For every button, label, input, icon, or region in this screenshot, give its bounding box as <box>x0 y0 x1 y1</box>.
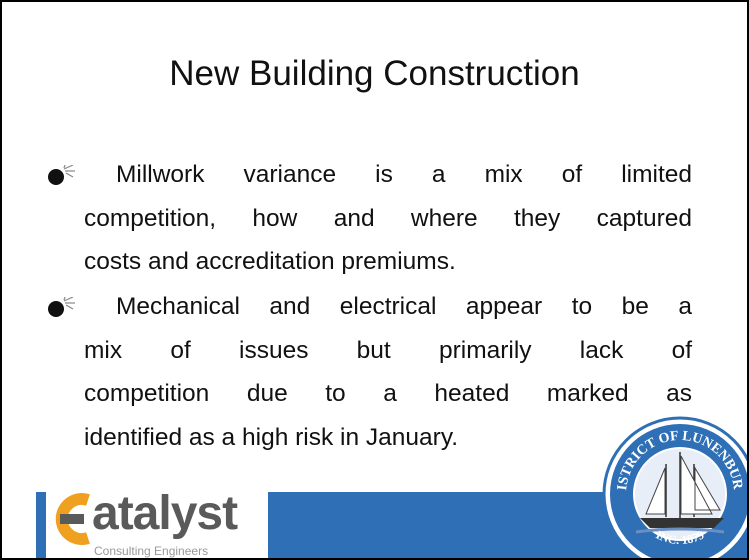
bullet: Millwork variance is a mix of limited co… <box>46 153 692 284</box>
slide: New Building Construction Millwork varia… <box>0 0 749 560</box>
page: New Building Construction Millwork varia… <box>0 0 749 560</box>
slide-title: New Building Construction <box>2 54 747 94</box>
bullet: Mechanical and electrical appear to be a… <box>46 285 692 459</box>
bullet-icon <box>46 297 76 319</box>
text-line: identified as a high risk in January. <box>46 416 692 460</box>
bullet-icon <box>46 165 76 187</box>
logo-text: atalyst <box>92 486 237 541</box>
text-line: competition due to a heated marked as <box>46 372 692 416</box>
logo-subtitle: Consulting Engineers <box>94 544 208 558</box>
text-line: Millwork variance is a mix of limited <box>46 153 692 197</box>
logo: atalyst Consulting Engineers <box>46 486 268 560</box>
text-line: competition, how and where they captured <box>46 197 692 241</box>
text-line: Mechanical and electrical appear to be a <box>46 285 692 329</box>
text-line: mix of issues but primarily lack of <box>46 329 692 373</box>
logo-icon <box>48 490 98 550</box>
seal: DISTRICT OF LUNENBURG INC. 1879 <box>600 414 749 560</box>
text-line: costs and accreditation premiums. <box>46 240 692 284</box>
